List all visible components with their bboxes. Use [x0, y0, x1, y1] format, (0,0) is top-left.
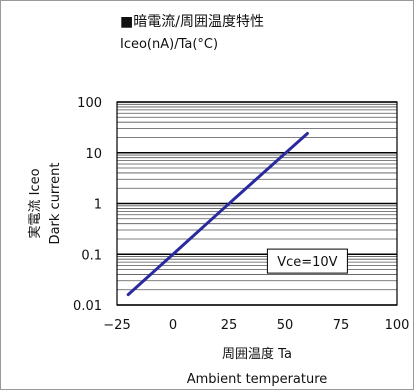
x-tick-labels: −25 0 25 50 75 100: [103, 318, 409, 333]
x-tick-label: 0: [169, 318, 177, 333]
y-axis-label: 実電流 Iceo: [27, 168, 43, 238]
annotation-box: Vce=10V: [266, 248, 348, 274]
x-tick-label: −25: [103, 318, 130, 333]
y-axis-label-en: Dark current: [48, 163, 63, 245]
x-tick-label: 25: [221, 318, 238, 333]
x-tick-label: 75: [333, 318, 350, 333]
y-tick-label: 100: [77, 96, 102, 111]
y-tick-label: 10: [85, 147, 102, 162]
y-tick-label: 1: [94, 198, 102, 213]
chart-subtitle: Iceo(nA)/Ta(°C): [120, 37, 219, 52]
y-tick-label: 0.01: [73, 299, 102, 314]
grid: [117, 101, 397, 306]
series-line: [126, 132, 309, 297]
y-tick-labels: 0.01 0.1 1 10 100: [73, 96, 102, 314]
x-axis-label-en: Ambient temperature: [187, 372, 328, 387]
annotation-text: Vce=10V: [277, 255, 337, 270]
x-tick-label: 100: [385, 318, 410, 333]
plot-border: [116, 101, 398, 306]
annotation-rect: [266, 248, 348, 274]
x-axis-label: 周囲温度 Ta: [222, 346, 292, 362]
y-tick-label: 0.1: [81, 248, 102, 263]
chart-title: ■暗電流/周囲温度特性: [120, 14, 264, 30]
x-tick-label: 50: [277, 318, 294, 333]
